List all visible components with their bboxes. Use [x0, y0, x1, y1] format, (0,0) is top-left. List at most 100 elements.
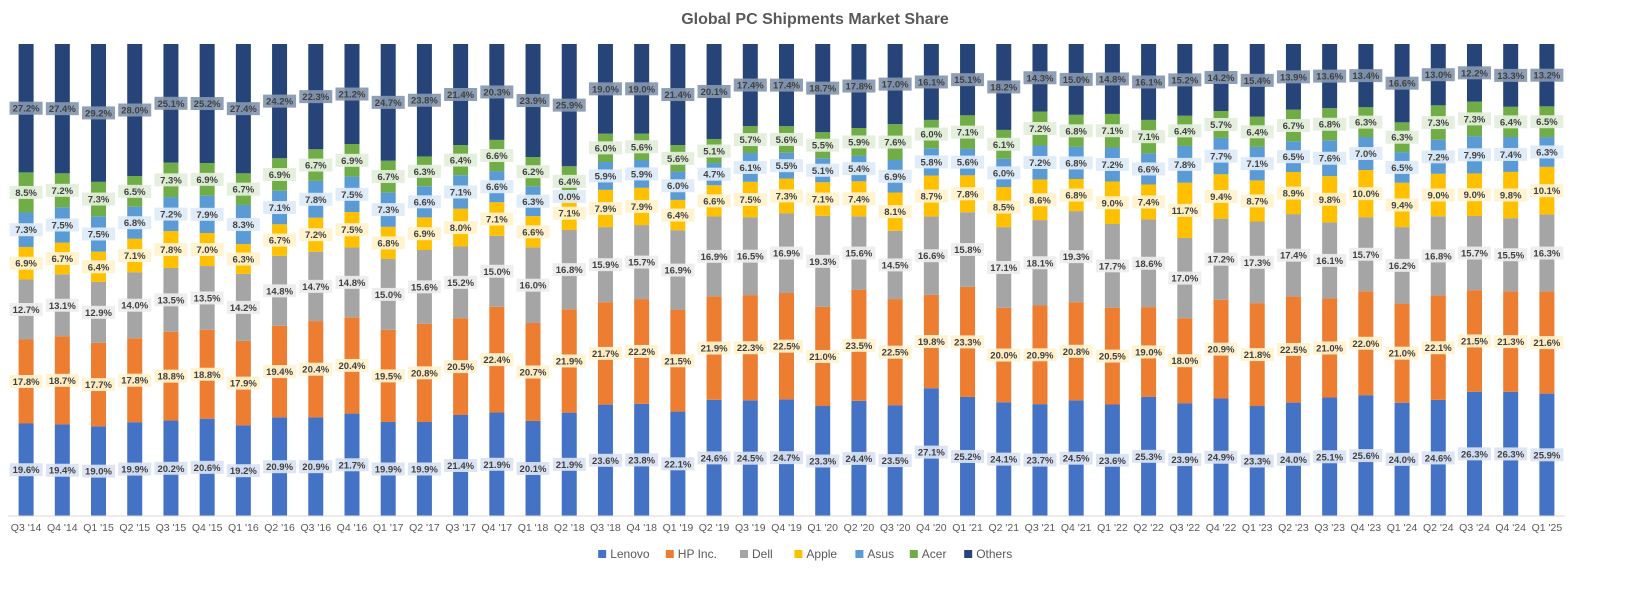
data-label-text: 21.0%: [809, 352, 836, 363]
data-label-others: 15.0%: [1059, 72, 1093, 86]
data-label-text: 24.0%: [1389, 455, 1416, 466]
data-label-bg: [1059, 451, 1093, 465]
data-label-bg: [1095, 196, 1129, 210]
data-label-text: 23.6%: [1099, 456, 1126, 467]
data-label-asus: 6.0%: [987, 166, 1021, 180]
data-label-acer: 6.4%: [1240, 125, 1274, 139]
x-tick-label: Q1 '24: [1387, 522, 1418, 534]
data-label-text: 19.4%: [49, 466, 76, 477]
data-label-bg: [407, 462, 441, 476]
data-label-text: 13.9%: [1280, 72, 1307, 83]
data-label-text: 9.4%: [1210, 192, 1232, 203]
data-label-acer: 5.6%: [625, 140, 659, 154]
data-label-apple: 10.0%: [1349, 187, 1383, 201]
data-label-hp-inc: 17.8%: [118, 373, 152, 387]
x-tick-label: Q1 '15: [83, 522, 114, 534]
data-label-text: 7.5%: [341, 225, 363, 236]
data-label-text: 14.7%: [302, 282, 329, 293]
data-label-text: 16.0%: [520, 281, 547, 292]
data-label-lenovo: 27.1%: [914, 445, 948, 459]
data-label-bg: [1457, 334, 1491, 348]
x-tick-label: Q4 '20: [916, 522, 947, 534]
data-label-dell: 19.3%: [1059, 250, 1093, 264]
data-label-asus: 7.3%: [371, 203, 405, 217]
data-label-text: 6.5%: [1391, 163, 1413, 174]
data-label-dell: 15.7%: [625, 255, 659, 269]
data-label-text: 6.8%: [377, 238, 399, 249]
data-label-dell: 15.7%: [1457, 246, 1491, 260]
data-label-bg: [1421, 116, 1455, 130]
data-label-bg: [118, 298, 152, 312]
data-label-text: 20.9%: [302, 462, 329, 473]
data-label-text: 9.8%: [1319, 195, 1341, 206]
data-label-others: 24.7%: [371, 95, 405, 109]
data-label-bg: [299, 192, 333, 206]
data-label-hp-inc: 20.5%: [444, 360, 478, 374]
data-label-text: 6.7%: [233, 185, 255, 196]
data-label-text: 6.8%: [1065, 126, 1087, 137]
data-label-apple: 6.8%: [1059, 188, 1093, 202]
data-label-text: 8.7%: [1246, 196, 1268, 207]
data-label-lenovo: 23.9%: [1168, 453, 1202, 467]
data-label-asus: 5.5%: [770, 159, 803, 173]
data-label-bg: [1240, 255, 1274, 269]
data-label-bg: [770, 132, 803, 146]
data-label-apple: 6.6%: [697, 194, 731, 208]
data-label-bg: [444, 221, 478, 235]
data-label-bg: [1530, 68, 1564, 82]
data-label-text: 18.7%: [809, 84, 836, 95]
data-label-text: 8.5%: [993, 203, 1015, 214]
data-label-bg: [299, 228, 333, 242]
data-label-others: 17.8%: [842, 79, 876, 93]
data-label-text: 6.5%: [1536, 117, 1558, 128]
data-label-apple: 9.8%: [1313, 192, 1347, 206]
data-label-hp-inc: 19.5%: [371, 369, 405, 383]
data-label-bg: [1204, 342, 1238, 356]
data-label-acer: 6.4%: [552, 174, 586, 188]
data-label-text: 22.1%: [1425, 343, 1452, 354]
data-label-text: 6.3%: [522, 197, 544, 208]
data-label-bg: [299, 279, 333, 293]
data-label-bg: [552, 98, 586, 112]
data-label-bg: [1168, 354, 1202, 368]
data-label-acer: 7.3%: [1457, 112, 1491, 126]
x-tick-label: Q4 '22: [1206, 522, 1237, 534]
data-label-text: 24.5%: [737, 454, 764, 465]
data-label-text: 6.4%: [88, 262, 110, 273]
data-label-lenovo: 19.0%: [82, 464, 116, 478]
data-label-apple: 6.9%: [9, 256, 43, 270]
data-label-apple: 7.1%: [480, 212, 514, 226]
data-label-asus: 5.6%: [951, 155, 985, 169]
data-label-text: 10.0%: [1352, 189, 1379, 200]
data-label-text: 21.9%: [556, 460, 583, 471]
data-label-text: 6.4%: [558, 177, 580, 188]
data-label-text: 10.1%: [1533, 186, 1560, 197]
data-label-bg: [1457, 112, 1491, 126]
data-label-hp-inc: 20.4%: [299, 362, 333, 376]
data-label-text: 15.2%: [447, 278, 474, 289]
data-label-bg: [987, 137, 1021, 151]
data-label-hp-inc: 22.5%: [878, 345, 912, 359]
data-label-bg: [226, 102, 260, 116]
data-label-text: 19.9%: [121, 465, 148, 476]
data-label-asus: 7.8%: [299, 192, 333, 206]
data-label-dell: 16.9%: [697, 249, 731, 263]
data-label-acer: 6.9%: [190, 172, 224, 186]
data-label-bg: [1457, 246, 1491, 260]
data-label-hp-inc: 18.8%: [154, 369, 188, 383]
data-label-text: 7.9%: [595, 204, 617, 215]
data-label-others: 16.1%: [1132, 75, 1166, 89]
chart-title: Global PC Shipments Market Share: [681, 11, 949, 28]
data-label-bg: [1349, 115, 1383, 129]
data-label-acer: 5.5%: [806, 138, 840, 152]
data-label-bg: [516, 94, 550, 108]
data-label-text: 25.2%: [194, 99, 221, 110]
data-label-asus: 7.4%: [1494, 147, 1528, 161]
x-tick-label: Q1 '20: [807, 522, 838, 534]
data-label-text: 7.8%: [1174, 160, 1196, 171]
data-label-bg: [190, 172, 224, 186]
data-label-text: 15.8%: [954, 245, 981, 256]
data-label-bg: [1204, 450, 1238, 464]
data-label-bg: [1168, 124, 1202, 138]
data-label-text: 6.6%: [486, 182, 508, 193]
